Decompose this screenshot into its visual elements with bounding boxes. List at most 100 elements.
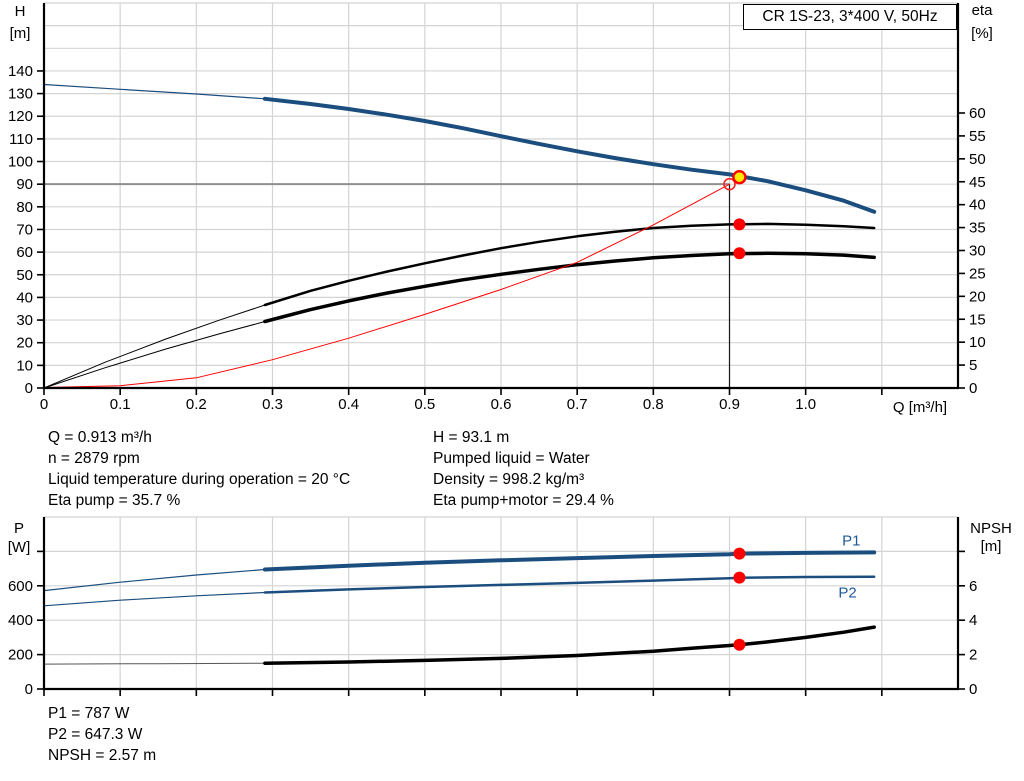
left-tick-label: 200 [8, 647, 33, 664]
info-eta-pump: Eta pump = 35.7 % [48, 492, 181, 509]
left-tick-label: 120 [8, 108, 33, 125]
left-tick-label: 50 [16, 267, 33, 284]
right-tick-label: 0 [969, 380, 977, 397]
right-tick-label: 45 [969, 174, 986, 191]
info-liquid-temperature: Liquid temperature during operation = 20… [48, 471, 351, 488]
x-tick-label: 0.2 [186, 396, 207, 413]
left-tick-label: 40 [16, 289, 33, 306]
x-tick-label: 0.9 [719, 396, 740, 413]
left-tick-label: 30 [16, 312, 33, 329]
series-eta-pump-curve-thin [43, 304, 266, 389]
left-tick-label: 600 [8, 578, 33, 595]
left-tick-label: 0 [25, 681, 33, 698]
left-tick-label: 60 [16, 244, 33, 261]
x-tick-label: 0.3 [262, 396, 283, 413]
marker-duty-target-ring [723, 177, 736, 191]
series-npsh-curve-thin [43, 662, 266, 665]
x-tick-label: 0.6 [491, 396, 512, 413]
power-info: P1 = 787 W P2 = 647.3 W NPSH = 2.57 m [48, 703, 156, 766]
right-tick-label: 4 [969, 612, 977, 629]
series-p1-curve [262, 550, 877, 572]
chart-qh-eta: 0 10 20 30 40 50 60 70 80 90 100 110 120 130 140 0 5 10 15… [8, 2, 993, 416]
x-tick-label: 0.5 [414, 396, 435, 413]
left-tick-label: 80 [16, 199, 33, 216]
info-pumped-liquid: Pumped liquid = Water [433, 450, 590, 467]
left-tick-label: 140 [8, 63, 33, 80]
series-npsh-curve [263, 625, 876, 665]
axis-ticks: 0 10 20 30 40 50 60 70 80 90 100 110 120 130 140 0 5 10 15… [8, 63, 986, 413]
p2-label: P2 [838, 585, 856, 602]
left-axis-unit: [m] [10, 25, 31, 42]
left-axis-unit: [W] [8, 539, 31, 556]
right-axis-unit: [m] [981, 538, 1002, 555]
right-tick-label: 55 [969, 128, 986, 145]
right-tick-label: 0 [969, 681, 977, 698]
right-tick-label: 40 [969, 197, 986, 214]
marker-npsh-point [733, 638, 746, 651]
marker-duty-point [732, 169, 747, 185]
left-tick-label: 130 [8, 86, 33, 103]
chart-power-npsh: 0 200 400 600 0 2 4 6 P [W] NPSH[m] P1 P2 [8, 516, 1012, 698]
info-npsh: NPSH = 2.57 m [48, 747, 157, 764]
marker-eta-pump-point [733, 218, 746, 231]
left-tick-label: 100 [8, 154, 33, 171]
right-tick-label: 60 [969, 105, 986, 122]
info-p1: P1 = 787 W [48, 705, 130, 722]
left-tick-label: 20 [16, 335, 33, 352]
series-p2-curve [263, 575, 876, 594]
x-tick-label: 0.7 [567, 396, 588, 413]
right-tick-label: 25 [969, 265, 986, 282]
left-axis-title: H [15, 3, 26, 20]
series-eta-pump-motor-curve-thin [43, 321, 266, 389]
left-tick-label: 10 [16, 357, 33, 374]
series-duty-eta-red-curve [43, 183, 730, 388]
series-p1-curve-thin [43, 568, 266, 592]
right-axis-title: NPSH [970, 520, 1012, 537]
right-tick-label: 30 [969, 243, 986, 260]
marker-eta-pump-motor-point [733, 247, 746, 260]
gridlines [44, 2, 958, 388]
right-tick-label: 10 [969, 334, 986, 351]
series-eta-pump-motor-curve [263, 251, 876, 324]
info-flow: Q = 0.913 m³/h [48, 429, 152, 446]
left-axis-title: P [14, 520, 24, 537]
x-tick-label: 1.0 [795, 396, 816, 413]
left-tick-label: 110 [9, 131, 33, 148]
right-tick-label: 15 [969, 311, 986, 328]
right-axis-title: eta [972, 2, 994, 19]
left-tick-label: 70 [16, 221, 33, 238]
x-tick-label: 0.1 [110, 396, 131, 413]
series-eta-pump-curve [263, 222, 876, 307]
info-head: H = 93.1 m [433, 429, 510, 446]
axis-ticks: 0 200 400 600 0 2 4 6 [8, 550, 977, 698]
x-tick-label: 0.4 [338, 396, 359, 413]
left-tick-label: 90 [16, 176, 33, 193]
marker-p2-point [733, 571, 746, 584]
right-tick-label: 2 [969, 647, 977, 664]
info-p2: P2 = 647.3 W [48, 726, 143, 743]
right-tick-label: 50 [969, 151, 986, 168]
pump-title-box: CR 1S-23, 3*400 V, 50Hz [743, 4, 957, 30]
left-tick-label: 0 [25, 380, 33, 397]
p1-label: P1 [842, 533, 860, 550]
series-p2-curve-thin [43, 591, 266, 607]
series-head-curve-thin [43, 83, 266, 100]
series-head-curve [262, 96, 877, 214]
left-tick-label: 400 [8, 612, 33, 629]
x-tick-label: 0 [40, 396, 48, 413]
marker-p1-point [733, 547, 746, 560]
info-density: Density = 998.2 kg/m³ [433, 471, 585, 488]
right-tick-label: 20 [969, 288, 986, 305]
pump-title: CR 1S-23, 3*400 V, 50Hz [762, 8, 938, 25]
right-tick-label: 35 [969, 220, 986, 237]
info-eta-pump-motor: Eta pump+motor = 29.4 % [433, 492, 614, 509]
x-axis-title: Q [m³/h] [893, 399, 947, 416]
right-axis-unit: [%] [971, 25, 993, 42]
right-tick-label: 5 [969, 357, 977, 374]
x-tick-label: 0.8 [643, 396, 664, 413]
duty-info-left: Q = 0.913 m³/h n = 2879 rpm Liquid tempe… [48, 427, 350, 511]
duty-info-right: H = 93.1 m Pumped liquid = Water Density… [433, 427, 614, 511]
info-speed: n = 2879 rpm [48, 450, 140, 467]
right-tick-label: 6 [969, 578, 977, 595]
